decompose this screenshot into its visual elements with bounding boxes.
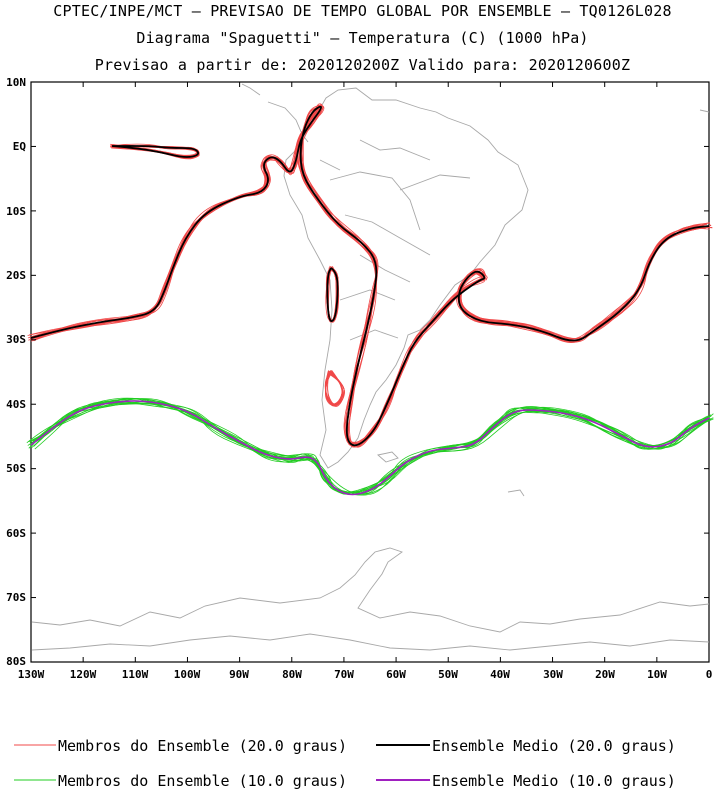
member-contour-20 xyxy=(27,103,712,445)
south-georgia-coast xyxy=(507,489,525,497)
legend: Membros do Ensemble (20.0 graus) Ensembl… xyxy=(14,737,676,790)
contour-layer xyxy=(26,103,714,496)
member-contour-10 xyxy=(29,398,714,495)
lat-label: 10N xyxy=(6,76,26,89)
member-contour-10 xyxy=(30,402,714,493)
mean-contour-20 xyxy=(30,105,710,447)
lat-label: 40S xyxy=(6,398,26,411)
member-contour-20 xyxy=(32,107,710,448)
member-contour-10 xyxy=(31,400,707,493)
lon-label: 40W xyxy=(490,668,510,681)
lon-label: 120W xyxy=(70,668,97,681)
lat-label: 70S xyxy=(6,591,26,604)
member-contour-20 xyxy=(32,104,709,447)
mean-contour-20 xyxy=(111,145,200,158)
tick-layer xyxy=(30,81,710,663)
member-contour-20 xyxy=(28,108,707,448)
lon-label: 90W xyxy=(229,668,249,681)
map-frame xyxy=(30,81,710,663)
lon-label: 20W xyxy=(595,668,615,681)
lon-labels: 130W 120W 110W 100W 90W 80W 70W 60W 50W … xyxy=(18,668,713,681)
legend-label-mean-10: Ensemble Medio (10.0 graus) xyxy=(432,772,676,790)
legend-label-members-20: Membros do Ensemble (20.0 graus) xyxy=(58,737,347,755)
member-contour-20 xyxy=(31,106,710,446)
lon-label: 100W xyxy=(174,668,201,681)
member-contour-10 xyxy=(28,401,709,494)
falklands-coast xyxy=(377,451,399,463)
member-contour-20 xyxy=(29,105,709,444)
member-contour-20 xyxy=(27,105,713,446)
member-contour-20 xyxy=(30,107,708,443)
member-contour-20 xyxy=(33,105,713,446)
member-contour-10 xyxy=(34,401,714,493)
member-contour-10 xyxy=(30,398,707,496)
lat-label: 10S xyxy=(6,205,26,218)
gulf-of-guinea-coast xyxy=(699,109,710,113)
lat-label: 30S xyxy=(6,333,26,346)
member-contour-20 xyxy=(29,106,708,448)
member-contour-10 xyxy=(29,400,712,494)
member-contour-20 xyxy=(34,107,711,448)
central-america-coast xyxy=(241,83,309,143)
coastline-layer xyxy=(31,83,710,651)
lon-label: 70W xyxy=(334,668,354,681)
title-line-2: Diagrama "Spaguetti" – Temperatura (C) (… xyxy=(136,29,589,47)
member-contour-20 xyxy=(325,370,343,405)
member-contour-20 xyxy=(33,104,712,445)
member-contour-10 xyxy=(27,398,710,495)
member-contour-20 xyxy=(31,105,709,445)
member-contour-10 xyxy=(33,402,712,493)
mean-contour-10 xyxy=(30,400,710,496)
member-contour-10 xyxy=(31,398,710,496)
member-contour-10 xyxy=(32,403,709,493)
member-contour-20 xyxy=(29,106,706,446)
mean-contour-20 xyxy=(326,267,339,322)
lat-label: 80S xyxy=(6,655,26,668)
lon-label: 110W xyxy=(122,668,149,681)
lon-label: 80W xyxy=(282,668,302,681)
lon-label: 10W xyxy=(647,668,667,681)
south-america-coast xyxy=(283,87,529,469)
lat-label: 60S xyxy=(6,527,26,540)
antarctic-peninsula-coast xyxy=(31,547,710,633)
lat-labels: 10N EQ 10S 20S 30S 40S 50S 60S 70S 80S xyxy=(6,76,26,668)
legend-label-mean-20: Ensemble Medio (20.0 graus) xyxy=(432,737,676,755)
antarctica-coast xyxy=(31,633,710,651)
lon-label: 30W xyxy=(543,668,563,681)
lon-label: 50W xyxy=(438,668,458,681)
lon-label: 60W xyxy=(386,668,406,681)
title-line-3: Previsao a partir de: 2020120200Z Valido… xyxy=(94,56,631,74)
lat-label: EQ xyxy=(13,140,27,153)
legend-label-members-10: Membros do Ensemble (10.0 graus) xyxy=(58,772,347,790)
lon-label: 130W xyxy=(18,668,45,681)
lat-label: 20S xyxy=(6,269,26,282)
country-borders xyxy=(319,139,471,341)
member-contour-10 xyxy=(28,397,712,495)
title-line-1: CPTEC/INPE/MCT – PREVISAO DE TEMPO GLOBA… xyxy=(53,2,672,20)
lon-label: 0 xyxy=(706,668,713,681)
member-contour-10 xyxy=(32,400,712,495)
lat-label: 50S xyxy=(6,462,26,475)
